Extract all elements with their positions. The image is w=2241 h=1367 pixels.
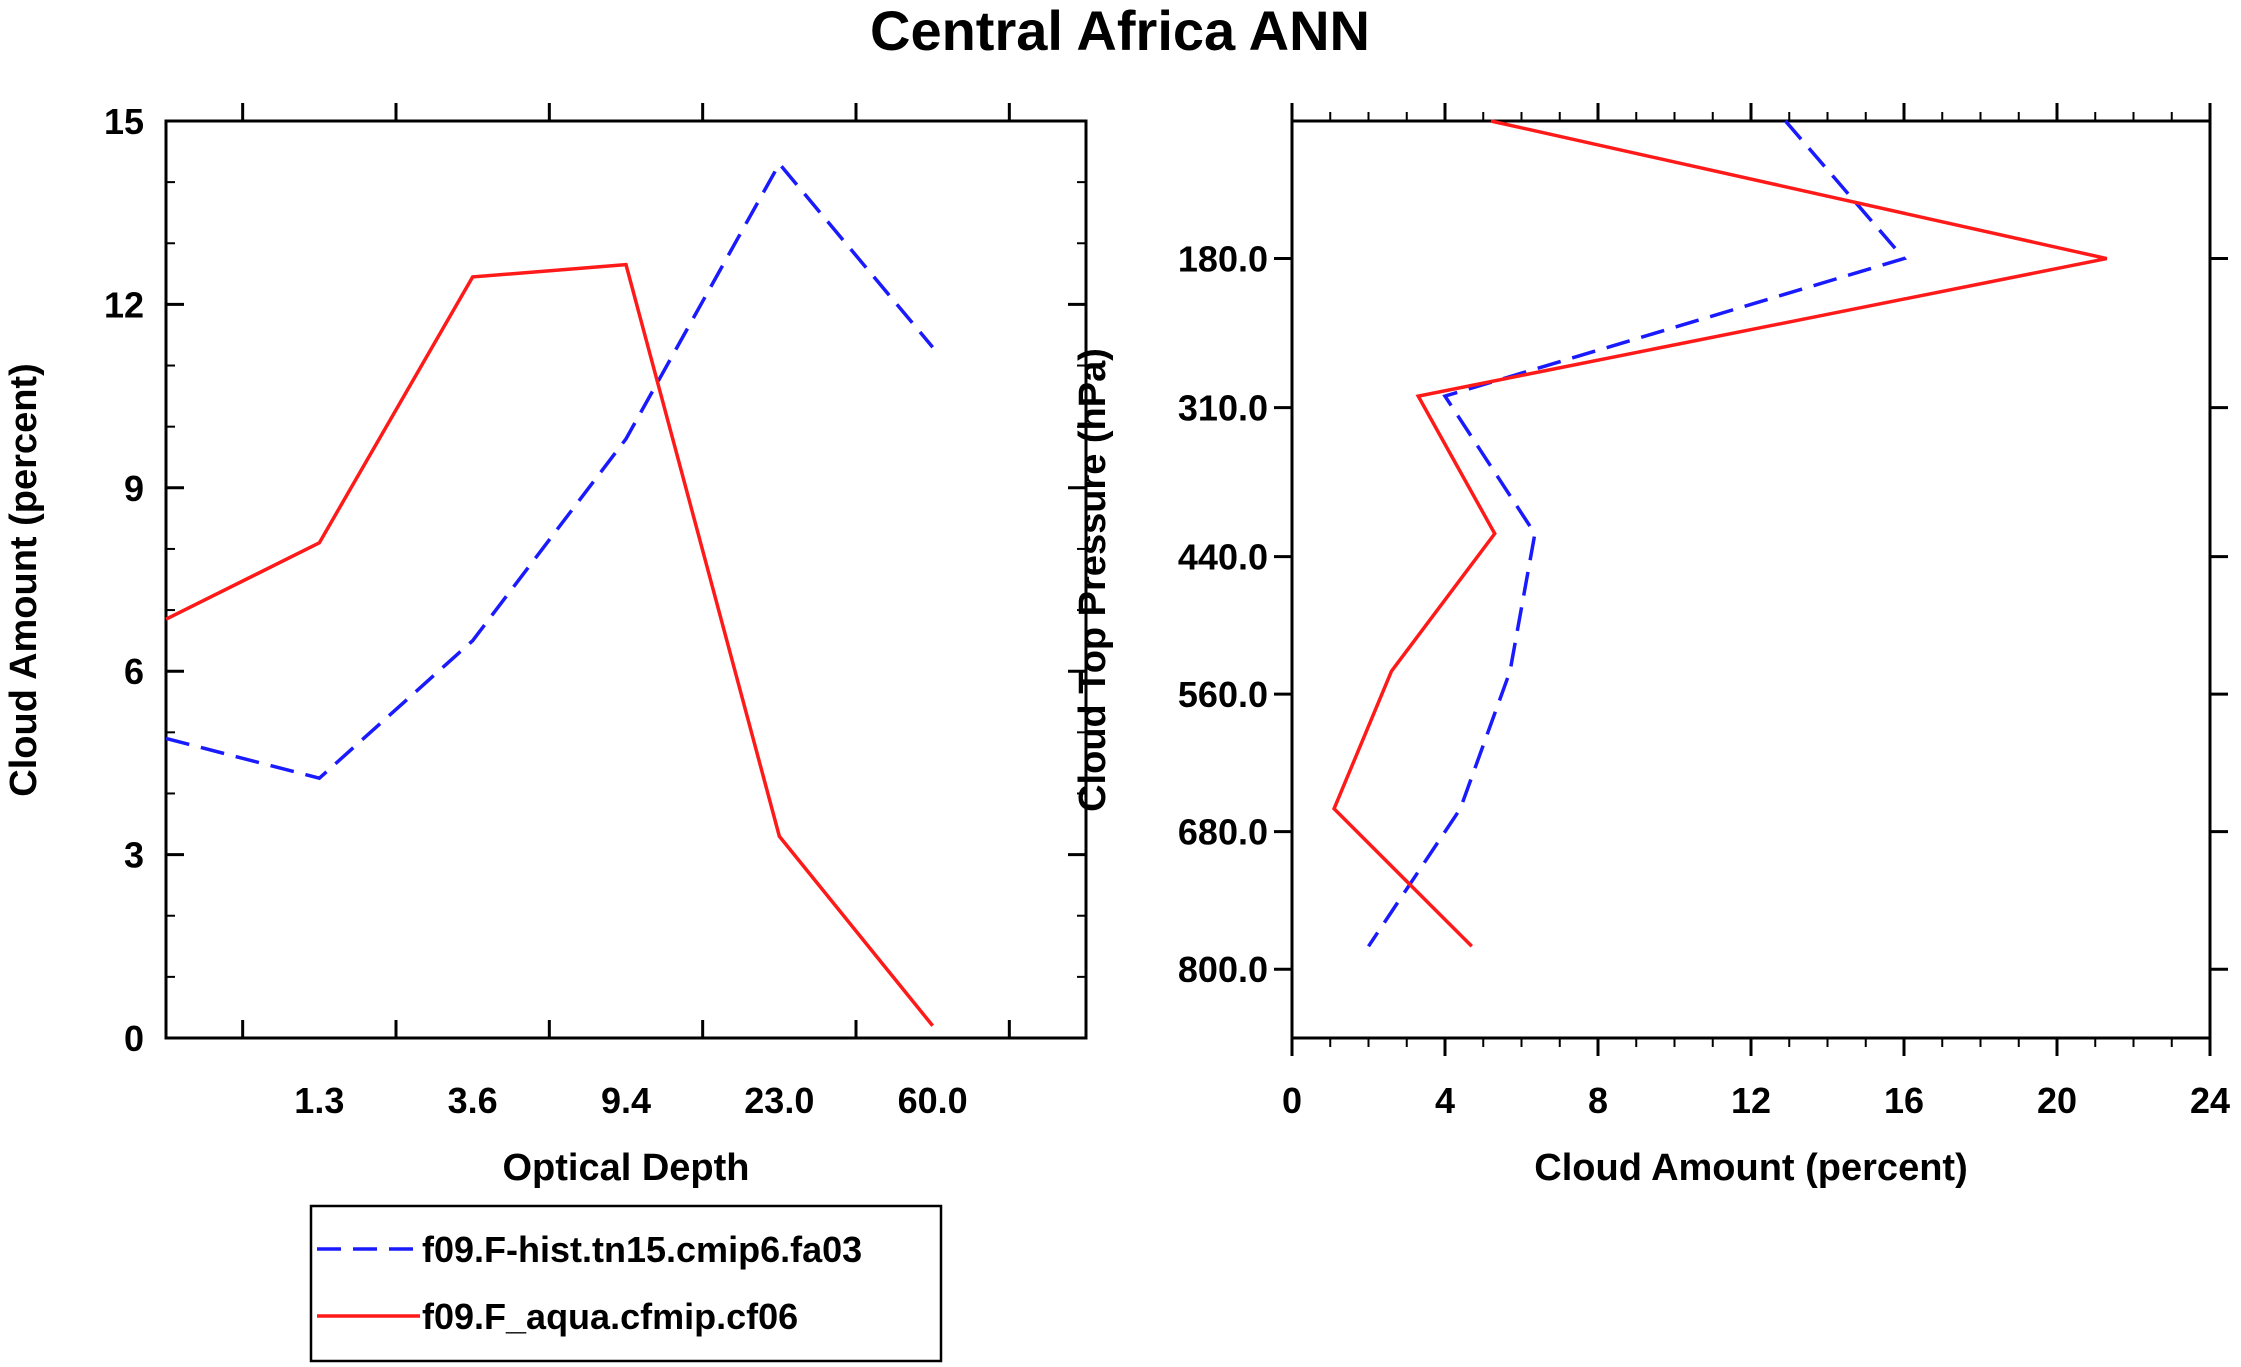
right-ytick-label: 180.0 xyxy=(1178,239,1268,280)
right-ytick-label: 680.0 xyxy=(1178,812,1268,853)
left-series xyxy=(165,160,935,1027)
right-xtick-label: 4 xyxy=(1435,1080,1455,1121)
left-ticks: 0 3 6 9 12 15 1.3 3.6 9.4 23.0 60.0 xyxy=(104,101,1086,1121)
right-y-axis-label: Cloud Top Pressure (hPa) xyxy=(1072,348,1114,812)
left-xtick-label: 9.4 xyxy=(601,1080,651,1121)
right-series-line-1 xyxy=(1367,119,1908,948)
left-series-line-1 xyxy=(165,160,935,781)
left-xtick-label: 1.3 xyxy=(294,1080,344,1121)
left-y-axis-label: Cloud Amount (percent) xyxy=(3,363,45,796)
right-xtick-label: 0 xyxy=(1282,1080,1302,1121)
legend-label-2: f09.F_aqua.cfmip.cf06 xyxy=(422,1296,798,1337)
legend-label-1: f09.F-hist.tn15.cmip6.fa03 xyxy=(422,1229,862,1270)
legend-box xyxy=(309,1204,943,1363)
right-x-axis-label: Cloud Amount (percent) xyxy=(1534,1147,1967,1189)
figure-title: Central Africa ANN xyxy=(870,0,1370,62)
left-series-line-2 xyxy=(165,262,935,1027)
right-xtick-label: 20 xyxy=(2037,1080,2077,1121)
right-ytick-label: 440.0 xyxy=(1178,537,1268,578)
left-ytick-label: 15 xyxy=(104,101,144,142)
left-xtick-label: 23.0 xyxy=(744,1080,814,1121)
left-xtick-label: 60.0 xyxy=(898,1080,968,1121)
left-ytick-label: 3 xyxy=(124,835,144,876)
right-xtick-label: 16 xyxy=(1884,1080,1924,1121)
left-xtick-label: 3.6 xyxy=(448,1080,498,1121)
right-ytick-label: 310.0 xyxy=(1178,388,1268,429)
right-ticks: 0 4 8 12 16 20 24 180.0 310.0 440.0 560.0 680.0 800.… xyxy=(1178,103,2230,1121)
right-plot-frame xyxy=(1290,119,2212,1040)
right-ytick-label: 560.0 xyxy=(1178,674,1268,715)
left-plot-frame xyxy=(164,119,1088,1040)
right-xtick-label: 8 xyxy=(1588,1080,1608,1121)
right-ytick-label: 800.0 xyxy=(1178,949,1268,990)
left-ytick-label: 12 xyxy=(104,284,144,325)
left-ytick-label: 9 xyxy=(124,468,144,509)
legend: f09.F-hist.tn15.cmip6.fa03 f09.F_aqua.cf… xyxy=(309,1204,943,1363)
right-series xyxy=(1332,119,2108,948)
left-x-axis-label: Optical Depth xyxy=(502,1147,749,1189)
right-xtick-label: 24 xyxy=(2190,1080,2230,1121)
left-ytick-label: 6 xyxy=(124,651,144,692)
left-ytick-label: 0 xyxy=(124,1018,144,1059)
right-series-line-2 xyxy=(1332,119,2108,948)
right-xtick-label: 12 xyxy=(1731,1080,1771,1121)
cloud-top-pressure-chart: 0 4 8 12 16 20 24 180.0 310.0 440.0 560.0 680.0 800.… xyxy=(1072,103,2230,1189)
